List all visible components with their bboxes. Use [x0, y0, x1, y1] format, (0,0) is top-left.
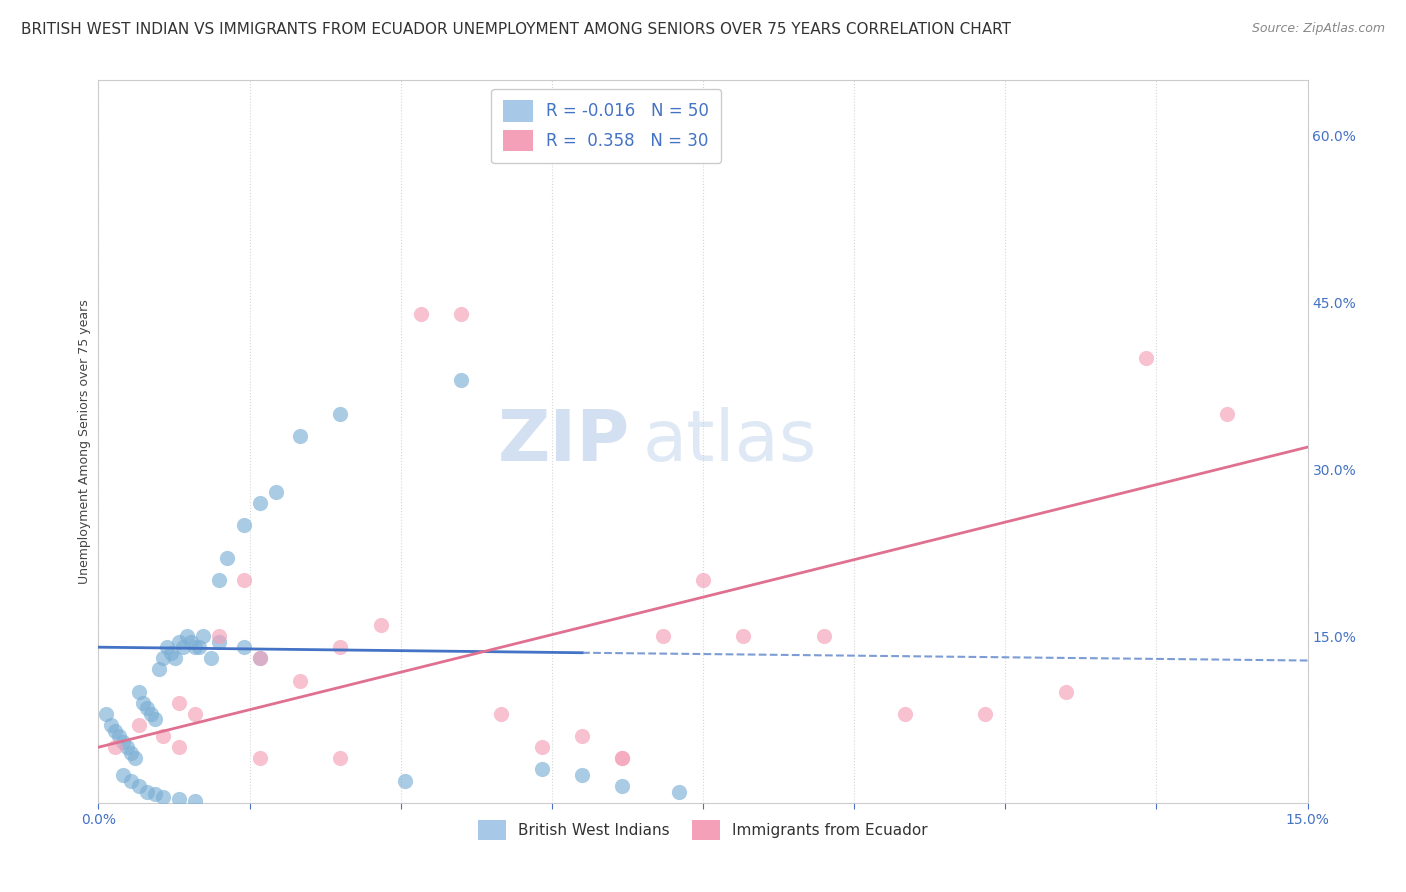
Point: [450, 373, 472, 387]
Point: [370, 618, 392, 632]
Point: [288, 673, 311, 688]
Point: [115, 740, 138, 755]
Point: [103, 723, 125, 738]
Point: [160, 646, 183, 660]
Point: [135, 785, 157, 799]
Point: [193, 629, 215, 643]
Point: [651, 629, 673, 643]
Point: [167, 696, 190, 710]
Point: [124, 751, 146, 765]
Point: [143, 713, 166, 727]
Point: [152, 651, 174, 665]
Point: [135, 701, 157, 715]
Point: [264, 484, 287, 499]
Point: [571, 768, 593, 782]
Point: [111, 768, 134, 782]
Point: [152, 790, 174, 805]
Point: [329, 751, 352, 765]
Point: [107, 729, 129, 743]
Point: [208, 629, 231, 643]
Text: BRITISH WEST INDIAN VS IMMIGRANTS FROM ECUADOR UNEMPLOYMENT AMONG SENIORS OVER 7: BRITISH WEST INDIAN VS IMMIGRANTS FROM E…: [21, 22, 1011, 37]
Point: [450, 307, 472, 321]
Point: [163, 651, 186, 665]
Point: [208, 634, 231, 648]
Point: [128, 684, 150, 698]
Point: [172, 640, 194, 655]
Point: [612, 751, 634, 765]
Point: [394, 773, 416, 788]
Point: [184, 640, 207, 655]
Point: [128, 779, 150, 793]
Point: [612, 779, 634, 793]
Point: [111, 734, 134, 748]
Point: [329, 640, 352, 655]
Point: [232, 574, 254, 588]
Point: [176, 629, 198, 643]
Point: [139, 706, 162, 721]
Point: [103, 740, 125, 755]
Text: Source: ZipAtlas.com: Source: ZipAtlas.com: [1251, 22, 1385, 36]
Point: [1054, 684, 1077, 698]
Text: ZIP: ZIP: [498, 407, 630, 476]
Point: [128, 718, 150, 732]
Point: [167, 634, 190, 648]
Point: [156, 640, 179, 655]
Point: [288, 429, 311, 443]
Point: [132, 696, 155, 710]
Point: [1135, 351, 1157, 366]
Point: [249, 651, 271, 665]
Point: [152, 729, 174, 743]
Point: [249, 651, 271, 665]
Point: [612, 751, 634, 765]
Point: [148, 662, 170, 676]
Point: [249, 751, 271, 765]
Point: [974, 706, 997, 721]
Point: [329, 407, 352, 421]
Point: [409, 307, 432, 321]
Point: [1216, 407, 1239, 421]
Point: [692, 574, 714, 588]
Point: [491, 706, 513, 721]
Point: [232, 517, 254, 532]
Point: [96, 706, 118, 721]
Point: [733, 629, 755, 643]
Point: [188, 640, 211, 655]
Legend: British West Indians, Immigrants from Ecuador: British West Indians, Immigrants from Ec…: [472, 814, 934, 846]
Point: [143, 787, 166, 801]
Point: [184, 794, 207, 808]
Point: [120, 773, 142, 788]
Point: [571, 729, 593, 743]
Point: [249, 496, 271, 510]
Text: atlas: atlas: [643, 407, 817, 476]
Point: [120, 746, 142, 760]
Point: [167, 792, 190, 806]
Y-axis label: Unemployment Among Seniors over 75 years: Unemployment Among Seniors over 75 years: [79, 299, 91, 584]
Point: [184, 706, 207, 721]
Point: [530, 740, 553, 755]
Point: [167, 740, 190, 755]
Point: [232, 640, 254, 655]
Point: [530, 763, 553, 777]
Point: [100, 718, 122, 732]
Point: [893, 706, 915, 721]
Point: [200, 651, 222, 665]
Point: [180, 634, 202, 648]
Point: [208, 574, 231, 588]
Point: [813, 629, 835, 643]
Point: [668, 785, 690, 799]
Point: [217, 551, 239, 566]
